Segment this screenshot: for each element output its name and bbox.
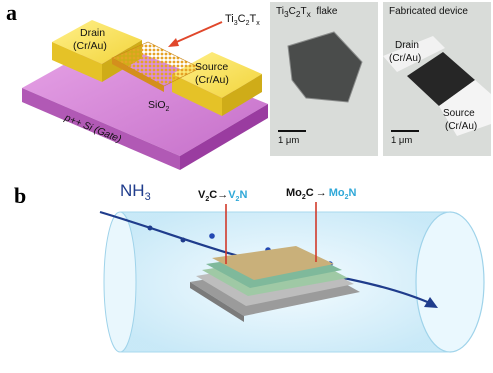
- gas-label: NH3: [120, 181, 151, 203]
- scale-bar-label: 1 μm: [391, 135, 413, 146]
- oxide-label: SiO2: [148, 99, 170, 113]
- panel-letter-a: a: [6, 0, 17, 25]
- scale-bar-label: 1 μm: [278, 135, 300, 146]
- panel-letter-b: b: [14, 183, 27, 208]
- device-image: [383, 36, 491, 136]
- drain-material-label: (Cr/Au): [73, 40, 107, 52]
- device-source-label: Source: [443, 108, 475, 119]
- device-drain-label: Drain: [395, 40, 419, 51]
- reaction-v2c-label: V2C→V2N: [198, 189, 247, 203]
- material-label: Ti3C2Tx: [225, 13, 260, 27]
- source-label: Source: [195, 61, 228, 73]
- device-source-material: (Cr/Au): [445, 121, 478, 132]
- source-material-label: (Cr/Au): [195, 74, 229, 86]
- flake-image: [287, 31, 363, 103]
- material-pointer-arrow: [171, 21, 223, 45]
- micrograph-device-title: Fabricated device: [389, 6, 468, 17]
- device-drain-material: (Cr/Au): [389, 53, 422, 64]
- scale-bar: [391, 130, 419, 132]
- micrograph-flake-title: Ti3C2Tx flake: [276, 6, 338, 19]
- micrograph-device: Fabricated device Drain (Cr/Au) Source (…: [383, 2, 491, 156]
- micrograph-flake: Ti3C2Tx flake 1 μm: [270, 2, 378, 156]
- layered-sample: [190, 246, 360, 322]
- reaction-mo2c-label: Mo2C → Mo2N: [286, 187, 357, 201]
- drain-label: Drain: [80, 27, 105, 39]
- scale-bar: [278, 130, 306, 132]
- source-pad: [172, 52, 262, 116]
- mxene-channel: [111, 41, 201, 92]
